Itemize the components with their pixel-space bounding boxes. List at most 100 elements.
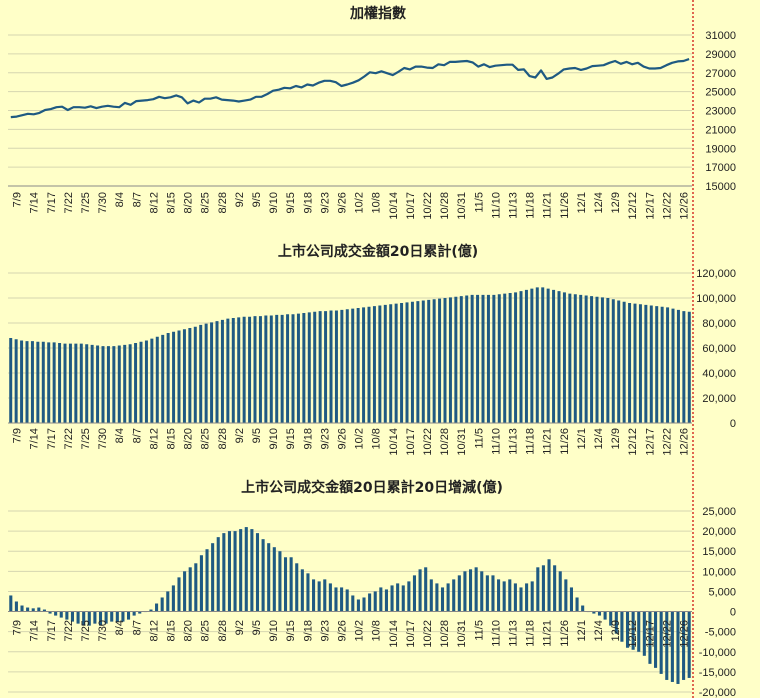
chart-3-bar bbox=[446, 583, 450, 612]
chart-3-bar bbox=[508, 579, 512, 612]
chart-2-bar bbox=[492, 294, 496, 424]
chart-2-bar bbox=[617, 300, 621, 423]
chart-3-y-tick: -10,000 bbox=[699, 647, 736, 659]
chart-2-bar bbox=[459, 296, 463, 424]
chart-3-bar bbox=[183, 571, 187, 612]
chart-3-bar bbox=[429, 579, 433, 612]
chart-3-bar bbox=[519, 587, 523, 612]
chart-3-x-tick: 11/18 bbox=[525, 620, 537, 647]
chart-2-x-tick: 8/12 bbox=[148, 428, 160, 449]
chart-1-y-tick: 17000 bbox=[705, 162, 736, 174]
chart-2-bar bbox=[611, 299, 615, 423]
chart-3-bar bbox=[351, 595, 355, 612]
chart-2-bar bbox=[101, 346, 105, 424]
chart-3-x-tick: 11/13 bbox=[508, 620, 520, 647]
chart-3-x-tick: 12/1 bbox=[576, 620, 588, 641]
chart-3-bar bbox=[104, 611, 108, 624]
chart-3-y-tick: -20,000 bbox=[699, 687, 736, 698]
chart-3-bar bbox=[155, 603, 159, 612]
chart-2-bar bbox=[486, 294, 490, 424]
chart-2-bar bbox=[655, 306, 659, 424]
chart-3-bar bbox=[457, 575, 461, 612]
chart-2-x-tick: 7/25 bbox=[80, 428, 92, 449]
chart-1-x-tick: 11/13 bbox=[508, 192, 520, 219]
chart-3-bar bbox=[536, 567, 540, 612]
chart-3-bar bbox=[115, 611, 119, 622]
chart-3-bar bbox=[9, 595, 13, 612]
chart-3-x-tick: 10/17 bbox=[405, 620, 417, 648]
chart-3-x-tick: 8/20 bbox=[183, 620, 195, 641]
chart-1-x-tick: 9/26 bbox=[337, 192, 349, 213]
chart-2-bar bbox=[63, 343, 67, 424]
chart-3-bar bbox=[597, 611, 602, 616]
chart-3-bar bbox=[396, 583, 400, 612]
chart-2-bar bbox=[432, 299, 436, 423]
chart-1-y-tick: 23000 bbox=[705, 106, 736, 118]
chart-1-x-tick: 8/12 bbox=[148, 192, 160, 213]
chart-2-x-tick: 10/28 bbox=[439, 428, 451, 456]
chart-3-y-tick: -15,000 bbox=[699, 667, 736, 679]
chart-3-bar bbox=[581, 605, 585, 612]
chart-2-bar bbox=[155, 336, 159, 423]
chart-2-y-tick: 120,000 bbox=[696, 268, 736, 280]
chart-2-bar bbox=[117, 345, 121, 423]
chart-2-x-tick: 7/30 bbox=[97, 428, 109, 449]
chart-2-title: 上市公司成交金額20日累計(億) bbox=[278, 243, 478, 260]
chart-3-bar bbox=[70, 611, 75, 622]
chart-2-x-tick: 8/28 bbox=[217, 428, 229, 449]
chart-3-bar bbox=[379, 587, 383, 612]
chart-2-bar bbox=[682, 311, 686, 424]
chart-2-bar bbox=[41, 341, 45, 423]
chart-2-x-tick: 10/17 bbox=[405, 428, 417, 456]
chart-3-bar bbox=[401, 585, 405, 612]
chart-3-bar bbox=[93, 611, 97, 624]
chart-1-x-tick: 11/18 bbox=[525, 192, 537, 219]
chart-3-bar bbox=[435, 583, 439, 612]
chart-2-bar bbox=[307, 312, 311, 424]
chart-1-x-tick: 12/12 bbox=[627, 192, 639, 220]
chart-2-bar bbox=[448, 297, 452, 424]
chart-3-bar bbox=[575, 597, 579, 612]
chart-2-bar bbox=[405, 302, 409, 424]
chart-2-x-tick: 11/5 bbox=[473, 428, 485, 449]
chart-2-bar bbox=[573, 294, 577, 423]
chart-1-x-tick: 8/15 bbox=[166, 192, 178, 213]
chart-2-bar bbox=[454, 296, 458, 423]
chart-1-y-tick: 15000 bbox=[705, 181, 736, 193]
chart-2-bar bbox=[334, 310, 338, 423]
chart-2-bar bbox=[172, 331, 176, 423]
chart-1-x-tick: 12/4 bbox=[593, 192, 605, 213]
chart-3-bar bbox=[149, 609, 153, 612]
chart-2-bar bbox=[237, 317, 241, 424]
chart-3-x-tick: 10/31 bbox=[456, 620, 468, 648]
chart-3-bar bbox=[59, 611, 63, 618]
chart-3-bar bbox=[160, 597, 164, 612]
chart-3-bar bbox=[553, 565, 557, 612]
chart-2-x-tick: 11/26 bbox=[559, 428, 571, 455]
chart-1-x-tick: 7/25 bbox=[80, 192, 92, 213]
chart-2-bar bbox=[579, 294, 583, 424]
chart-3-bar bbox=[469, 569, 473, 612]
chart-1-x-tick: 9/2 bbox=[234, 192, 246, 207]
chart-2-bar bbox=[514, 292, 518, 424]
chart-3-x-tick: 11/26 bbox=[559, 620, 571, 647]
chart-1-x-tick: 11/26 bbox=[559, 192, 571, 219]
chart-3-bar bbox=[541, 565, 545, 612]
chart-2-bar bbox=[68, 343, 72, 424]
chart-2-bar bbox=[74, 343, 78, 424]
chart-2-bar bbox=[530, 288, 534, 424]
chart-2-bar bbox=[676, 309, 680, 424]
chart-1-x-tick: 10/28 bbox=[439, 192, 451, 220]
chart-3-bar bbox=[42, 609, 46, 612]
chart-2-y-tick: 40,000 bbox=[702, 368, 736, 380]
chart-3-x-tick: 10/14 bbox=[388, 620, 400, 648]
chart-3-y-tick: 25,000 bbox=[702, 506, 736, 518]
chart-2-bar bbox=[226, 318, 230, 424]
chart-2-bar bbox=[318, 311, 322, 424]
chart-2-bar bbox=[253, 316, 257, 424]
chart-3-x-tick: 9/5 bbox=[251, 620, 263, 635]
chart-3-bar bbox=[300, 569, 304, 612]
chart-3-bar bbox=[267, 543, 271, 612]
chart-3-x-tick: 7/17 bbox=[46, 620, 58, 641]
